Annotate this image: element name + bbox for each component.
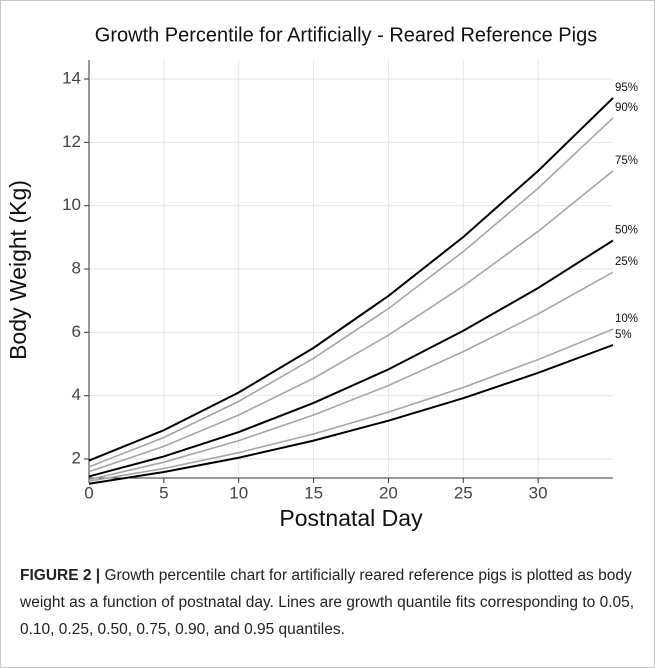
x-tick-label: 30 (529, 483, 548, 502)
series-label: 25% (615, 256, 638, 268)
series-label: 5% (615, 329, 632, 341)
series-label: 75% (615, 155, 638, 167)
x-tick-label: 5 (159, 483, 168, 502)
series-line (88, 239, 614, 478)
series-line (88, 170, 614, 473)
series-line (88, 97, 614, 462)
x-tick-label: 20 (379, 483, 398, 502)
x-tick-label: 0 (84, 483, 93, 502)
y-tick-label: 10 (62, 195, 81, 214)
y-tick-label: 2 (72, 448, 81, 467)
series-line (88, 328, 614, 482)
series-label: 50% (615, 225, 638, 237)
y-tick-label: 14 (62, 68, 81, 87)
x-tick-label: 10 (229, 483, 248, 502)
series-line (88, 271, 614, 481)
chart-title: Growth Percentile for Artificially - Rea… (95, 24, 597, 46)
series-label: 95% (615, 82, 638, 94)
x-tick-label: 15 (304, 483, 323, 502)
caption-text: Growth percentile chart for artificially… (20, 567, 635, 638)
y-axis-label: Body Weight (Kg) (5, 180, 31, 360)
y-tick-label: 6 (72, 322, 81, 341)
caption: FIGURE 2 | Growth percentile chart for a… (20, 562, 640, 643)
y-tick-label: 12 (62, 132, 81, 151)
series-label: 10% (615, 313, 638, 325)
series-line (88, 117, 614, 468)
caption-label: FIGURE 2 | (20, 567, 101, 584)
series-line (88, 344, 614, 485)
x-axis-label: Postnatal Day (279, 505, 423, 531)
series-label: 90% (615, 102, 638, 114)
x-tick-label: 25 (454, 483, 473, 502)
chart: Growth Percentile for Artificially - Rea… (5, 24, 638, 531)
y-tick-label: 4 (72, 385, 81, 404)
y-tick-label: 8 (72, 258, 81, 277)
